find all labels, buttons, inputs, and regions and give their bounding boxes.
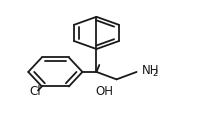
Text: NH: NH bbox=[142, 64, 159, 77]
Text: 2: 2 bbox=[153, 69, 158, 78]
Text: Cl: Cl bbox=[30, 85, 41, 98]
Text: OH: OH bbox=[96, 85, 113, 98]
